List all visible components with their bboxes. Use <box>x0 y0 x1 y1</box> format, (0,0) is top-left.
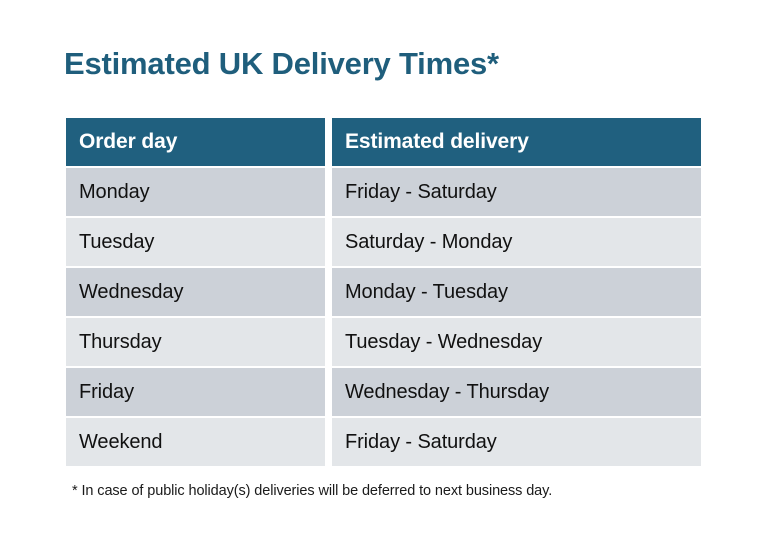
delivery-times-table: Order day Estimated delivery Monday Frid… <box>66 118 701 466</box>
cell-order-day: Weekend <box>66 418 325 466</box>
table-row: Tuesday Saturday - Monday <box>66 218 701 266</box>
cell-order-day: Tuesday <box>66 218 325 266</box>
table-header-row: Order day Estimated delivery <box>66 118 701 166</box>
page-title: Estimated UK Delivery Times* <box>64 46 499 81</box>
cell-estimated-delivery: Tuesday - Wednesday <box>332 318 701 366</box>
cell-estimated-delivery: Monday - Tuesday <box>332 268 701 316</box>
cell-estimated-delivery: Friday - Saturday <box>332 418 701 466</box>
cell-order-day: Friday <box>66 368 325 416</box>
cell-estimated-delivery: Saturday - Monday <box>332 218 701 266</box>
cell-order-day: Wednesday <box>66 268 325 316</box>
table-row: Wednesday Monday - Tuesday <box>66 268 701 316</box>
column-header-estimated-delivery: Estimated delivery <box>332 118 701 166</box>
footnote-text: * In case of public holiday(s) deliverie… <box>72 483 553 499</box>
cell-order-day: Monday <box>66 168 325 216</box>
cell-order-day: Thursday <box>66 318 325 366</box>
cell-estimated-delivery: Wednesday - Thursday <box>332 368 701 416</box>
table-row: Weekend Friday - Saturday <box>66 418 701 466</box>
table-row: Monday Friday - Saturday <box>66 168 701 216</box>
cell-estimated-delivery: Friday - Saturday <box>332 168 701 216</box>
table-row: Friday Wednesday - Thursday <box>66 368 701 416</box>
table-row: Thursday Tuesday - Wednesday <box>66 318 701 366</box>
column-header-order-day: Order day <box>66 118 325 166</box>
